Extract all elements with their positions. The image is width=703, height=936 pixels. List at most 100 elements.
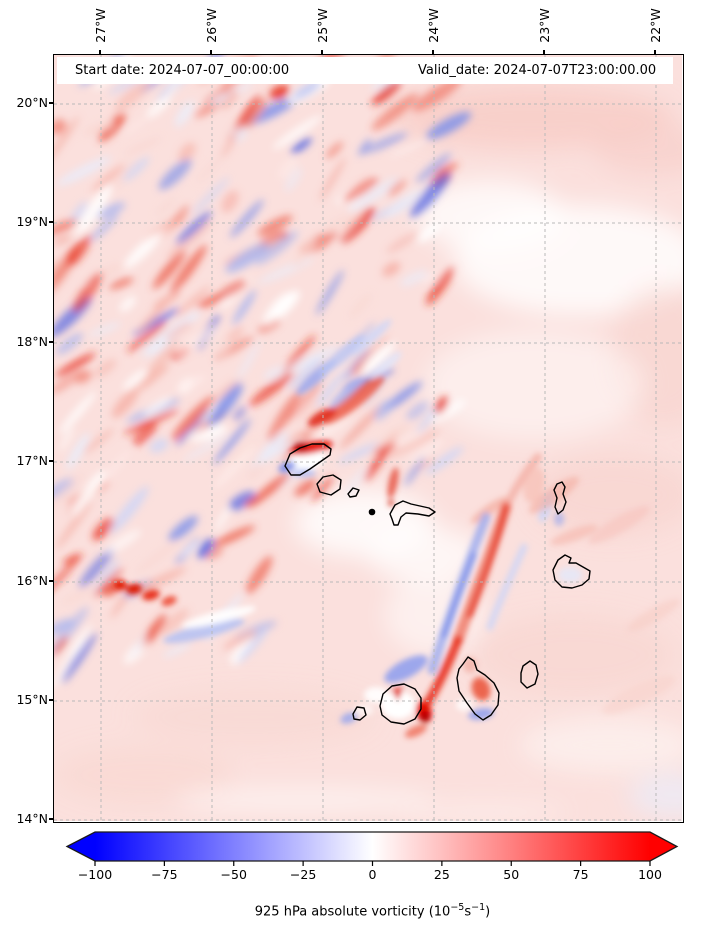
noise-filament <box>159 608 189 635</box>
noise-filament <box>56 499 93 549</box>
noise-filament <box>388 139 430 158</box>
noise-filament <box>257 318 281 334</box>
noise-filament <box>412 77 462 112</box>
noise-filament <box>123 409 179 435</box>
colorbar-tick-label: 0 <box>368 867 377 882</box>
lon-tick-label: 22°W <box>646 2 664 48</box>
lon-tick-mark <box>432 50 434 54</box>
lon-tick-label: 25°W <box>313 2 331 48</box>
noise-filament <box>191 177 230 216</box>
noise-filament <box>386 431 425 450</box>
noise-filament <box>174 326 220 355</box>
noise-filament <box>216 338 232 357</box>
lon-tick-label-text: 26°W <box>203 7 219 43</box>
colorbar-axis-label: 925 hPa absolute vorticity (10−5s−1) <box>53 902 692 919</box>
noise-filament <box>287 346 340 373</box>
noise-filament <box>179 540 201 558</box>
graticule-gridlines <box>54 55 682 821</box>
noise-filament <box>435 162 459 176</box>
lon-tick-mark <box>99 50 101 54</box>
noise-filament <box>425 446 464 475</box>
noise-filament <box>78 547 115 589</box>
lat-tick-mark <box>49 460 53 462</box>
noise-filament <box>382 381 423 412</box>
noise-filament <box>139 614 167 650</box>
lat-tick-mark <box>49 341 53 343</box>
noise-filament <box>54 618 75 635</box>
noise-filament <box>269 84 290 100</box>
noise-filament <box>69 624 92 658</box>
noise-filament <box>137 296 173 333</box>
islet-dot <box>368 508 376 516</box>
noise-filament <box>172 205 190 226</box>
noise-filament <box>386 231 419 254</box>
noise-filament <box>331 209 366 248</box>
noise-filament <box>382 261 401 277</box>
colorbar-tick-label: −50 <box>220 867 247 882</box>
noise-filament <box>255 231 299 266</box>
noise-filament <box>206 547 224 560</box>
vorticity-field-svg <box>54 55 682 821</box>
noise-filament <box>237 627 269 663</box>
noise-filament <box>54 635 69 656</box>
noise-filament <box>417 221 441 243</box>
cbar-label-exp1: −5 <box>450 902 465 913</box>
noise-filament <box>374 399 393 421</box>
noise-filament <box>249 371 294 407</box>
noise-filament <box>284 167 303 192</box>
noise-filament <box>213 443 257 490</box>
noise-filament <box>260 432 289 463</box>
colorbar-tick-label: 100 <box>638 867 662 882</box>
island-sao-vicente <box>316 474 342 496</box>
colorbar-tick-label: −100 <box>77 867 113 882</box>
noise-filament <box>247 463 263 480</box>
noise-filament <box>66 433 90 470</box>
noise-filament <box>282 334 316 375</box>
noise-filament <box>111 160 137 190</box>
noise-filament <box>127 320 167 353</box>
lat-tick-mark <box>49 699 53 701</box>
noise-filament <box>348 293 372 319</box>
noise-filament <box>178 142 196 163</box>
noise-filament <box>190 424 226 442</box>
noise-filament <box>54 258 66 278</box>
noise-filament <box>309 413 351 441</box>
colorbar-tick-label: 25 <box>433 867 450 882</box>
colorbar-tick-label: −75 <box>151 867 178 882</box>
island-maio <box>520 660 539 689</box>
noise-filament <box>362 132 408 154</box>
lat-tick-label: 15°N <box>16 692 48 707</box>
noise-filament <box>221 190 239 213</box>
noise-filament <box>425 266 455 306</box>
noise-filament <box>54 235 72 246</box>
noise-filament <box>114 79 150 113</box>
lon-tick-mark <box>321 50 323 54</box>
noise-filament <box>358 138 372 156</box>
lat-tick-label: 17°N <box>16 453 48 468</box>
noise-filament <box>132 307 180 336</box>
noise-filament <box>182 433 231 462</box>
noise-filament <box>108 277 134 290</box>
lon-tick-label-text: 23°W <box>536 7 552 43</box>
noise-filament <box>222 89 239 110</box>
noise-filament <box>225 243 270 273</box>
noise-filament <box>248 471 292 508</box>
noise-filament <box>337 440 385 464</box>
noise-filament <box>168 515 198 542</box>
noise-filament <box>387 179 407 197</box>
noise-filament <box>87 322 122 338</box>
noise-filament <box>245 555 273 594</box>
noise-filament <box>152 250 186 290</box>
noise-filament <box>54 265 73 304</box>
noise-filament <box>221 130 240 157</box>
lon-tick-label-text: 22°W <box>647 7 663 43</box>
noise-filament <box>211 525 256 548</box>
noise-filament <box>175 285 211 317</box>
noise-filament <box>371 93 419 131</box>
noise-filament <box>267 390 301 442</box>
noise-filament <box>277 156 299 180</box>
island-outlines <box>284 443 591 725</box>
noise-filament <box>56 332 84 355</box>
noise-filament <box>228 491 256 511</box>
smooth-field-patches <box>54 85 682 821</box>
